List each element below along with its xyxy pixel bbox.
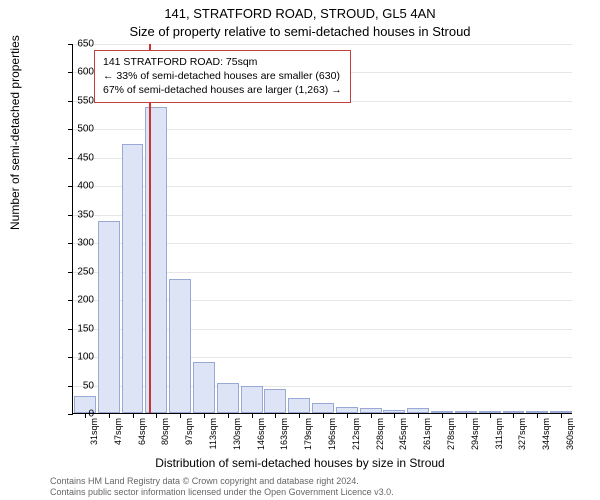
y-tick-label: 600 [64,67,94,78]
histogram-bar [169,279,191,413]
y-tick-label: 100 [64,352,94,363]
x-tick-mark [561,413,562,418]
chart-title-sub: Size of property relative to semi-detach… [0,24,600,39]
x-tick-mark [275,413,276,418]
y-tick-label: 450 [64,152,94,163]
x-tick-label: 146sqm [256,418,266,458]
y-tick-label: 400 [64,181,94,192]
x-tick-mark [228,413,229,418]
x-tick-mark [513,413,514,418]
x-tick-label: 278sqm [446,418,456,458]
x-tick-label: 228sqm [375,418,385,458]
y-tick-label: 300 [64,238,94,249]
x-tick-mark [371,413,372,418]
y-tick-label: 200 [64,295,94,306]
x-tick-mark [347,413,348,418]
x-tick-label: 31sqm [89,418,99,458]
x-tick-mark [299,413,300,418]
histogram-bar [122,144,144,413]
footer-line-1: Contains HM Land Registry data © Crown c… [50,476,600,487]
x-tick-mark [466,413,467,418]
x-tick-mark [490,413,491,418]
histogram-bar [312,403,334,413]
y-tick-label: 50 [64,380,94,391]
x-tick-label: 163sqm [279,418,289,458]
x-tick-label: 245sqm [398,418,408,458]
x-tick-label: 360sqm [565,418,575,458]
y-tick-label: 350 [64,209,94,220]
y-tick-label: 550 [64,95,94,106]
annotation-line-1: 141 STRATFORD ROAD: 75sqm [103,55,342,69]
y-tick-label: 500 [64,124,94,135]
x-tick-label: 80sqm [160,418,170,458]
x-tick-label: 327sqm [517,418,527,458]
histogram-bar [217,383,239,413]
x-tick-mark [252,413,253,418]
x-tick-label: 179sqm [303,418,313,458]
x-axis-label: Distribution of semi-detached houses by … [0,456,600,470]
x-tick-mark [418,413,419,418]
histogram-bar [98,221,120,413]
x-tick-mark [537,413,538,418]
x-tick-mark [442,413,443,418]
x-tick-mark [323,413,324,418]
annotation-line-2: ← 33% of semi-detached houses are smalle… [103,69,342,83]
x-tick-mark [109,413,110,418]
x-tick-label: 294sqm [470,418,480,458]
x-tick-mark [133,413,134,418]
x-tick-label: 196sqm [327,418,337,458]
y-tick-label: 250 [64,266,94,277]
x-tick-label: 130sqm [232,418,242,458]
x-tick-label: 311sqm [494,418,504,458]
x-tick-mark [394,413,395,418]
y-tick-label: 0 [64,409,94,420]
histogram-bar [193,362,215,413]
x-tick-label: 47sqm [113,418,123,458]
histogram-bar [288,398,310,413]
x-tick-label: 344sqm [541,418,551,458]
x-tick-mark [204,413,205,418]
chart-title-main: 141, STRATFORD ROAD, STROUD, GL5 4AN [0,6,600,21]
y-tick-label: 150 [64,323,94,334]
x-tick-mark [180,413,181,418]
x-tick-label: 97sqm [184,418,194,458]
y-tick-label: 650 [64,39,94,50]
attribution-footer: Contains HM Land Registry data © Crown c… [0,476,600,498]
histogram-bar [241,386,263,413]
footer-line-2: Contains public sector information licen… [50,487,600,498]
annotation-box: 141 STRATFORD ROAD: 75sqm ← 33% of semi-… [94,50,351,103]
x-tick-label: 64sqm [137,418,147,458]
x-tick-label: 212sqm [351,418,361,458]
histogram-bar [264,389,286,413]
x-tick-label: 261sqm [422,418,432,458]
y-axis-label: Number of semi-detached properties [8,35,22,230]
annotation-line-3: 67% of semi-detached houses are larger (… [103,83,342,97]
x-tick-label: 113sqm [208,418,218,458]
x-tick-mark [156,413,157,418]
